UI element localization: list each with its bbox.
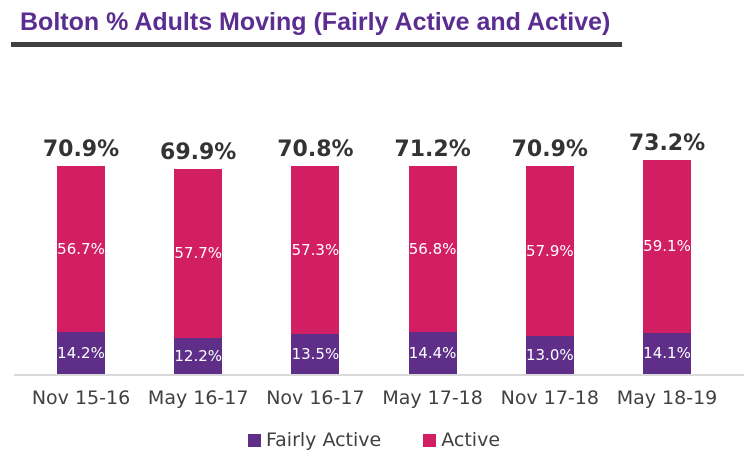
bar-segment-active: 56.7% — [57, 166, 105, 332]
legend-swatch-active — [423, 433, 437, 447]
fairly-active-value-label: 13.5% — [291, 344, 340, 363]
bar-segment-active: 59.1% — [643, 160, 691, 333]
bar-segment-active: 57.9% — [525, 166, 574, 336]
active-value-label: 56.7% — [57, 239, 105, 258]
x-axis-tick-label: Nov 16-17 — [266, 387, 365, 409]
x-axis-tick-label: May 16-17 — [147, 387, 249, 409]
bar-segment-active: 56.8% — [408, 166, 457, 332]
total-value-label: 71.2% — [394, 137, 471, 162]
x-axis-tick-label: Nov 15-16 — [31, 387, 131, 409]
bar-segment-fairly-active: 14.4% — [408, 332, 457, 374]
fairly-active-value-label: 14.1% — [643, 344, 691, 362]
bar-segment-fairly-active: 13.5% — [291, 334, 340, 374]
stacked-bar: 56.7% 14.2% — [57, 166, 105, 374]
title-underline — [11, 42, 622, 47]
x-axis-tick-label: Nov 17-18 — [500, 387, 599, 409]
legend-item: Active — [423, 429, 500, 451]
bar-segment-active: 57.3% — [291, 166, 340, 334]
x-axis-line — [14, 374, 744, 376]
legend-label: Fairly Active — [265, 429, 382, 451]
fairly-active-value-label: 13.0% — [525, 345, 574, 364]
fairly-active-value-label: 14.4% — [408, 343, 457, 362]
stacked-bar: 57.7% 12.2% — [174, 169, 223, 374]
total-value-label: 70.9% — [511, 137, 588, 162]
bar-segment-active: 57.7% — [174, 169, 223, 338]
x-axis-tick-label: May 18-19 — [616, 387, 718, 409]
total-value-label: 69.9% — [160, 140, 237, 165]
active-value-label: 57.7% — [174, 244, 223, 262]
active-value-label: 57.3% — [291, 240, 340, 259]
total-value-label: 70.9% — [42, 137, 120, 162]
legend: Fairly Active Active — [0, 429, 748, 451]
stacked-bar: 56.8% 14.4% — [408, 166, 457, 374]
active-value-label: 56.8% — [408, 239, 457, 258]
bar-segment-fairly-active: 13.0% — [525, 336, 574, 374]
bar-segment-fairly-active: 12.2% — [174, 338, 223, 374]
bar-segment-fairly-active: 14.2% — [57, 332, 105, 374]
stacked-bar: 57.9% 13.0% — [525, 166, 574, 374]
bar-segment-fairly-active: 14.1% — [643, 333, 691, 374]
total-value-label: 70.8% — [277, 137, 354, 162]
legend-label: Active — [441, 429, 501, 451]
stacked-bar: 57.3% 13.5% — [291, 166, 340, 374]
fairly-active-value-label: 14.2% — [57, 343, 105, 362]
fairly-active-value-label: 12.2% — [174, 346, 223, 365]
active-value-label: 59.1% — [643, 237, 691, 255]
legend-swatch-fairly_active — [247, 433, 261, 447]
legend-item: Fairly Active — [247, 429, 382, 451]
chart-title: Bolton % Adults Moving (Fairly Active an… — [20, 8, 611, 36]
x-axis-tick-label: May 17-18 — [382, 387, 483, 409]
stacked-bar: 59.1% 14.1% — [643, 160, 691, 374]
total-value-label: 73.2% — [628, 131, 706, 156]
active-value-label: 57.9% — [525, 241, 574, 260]
